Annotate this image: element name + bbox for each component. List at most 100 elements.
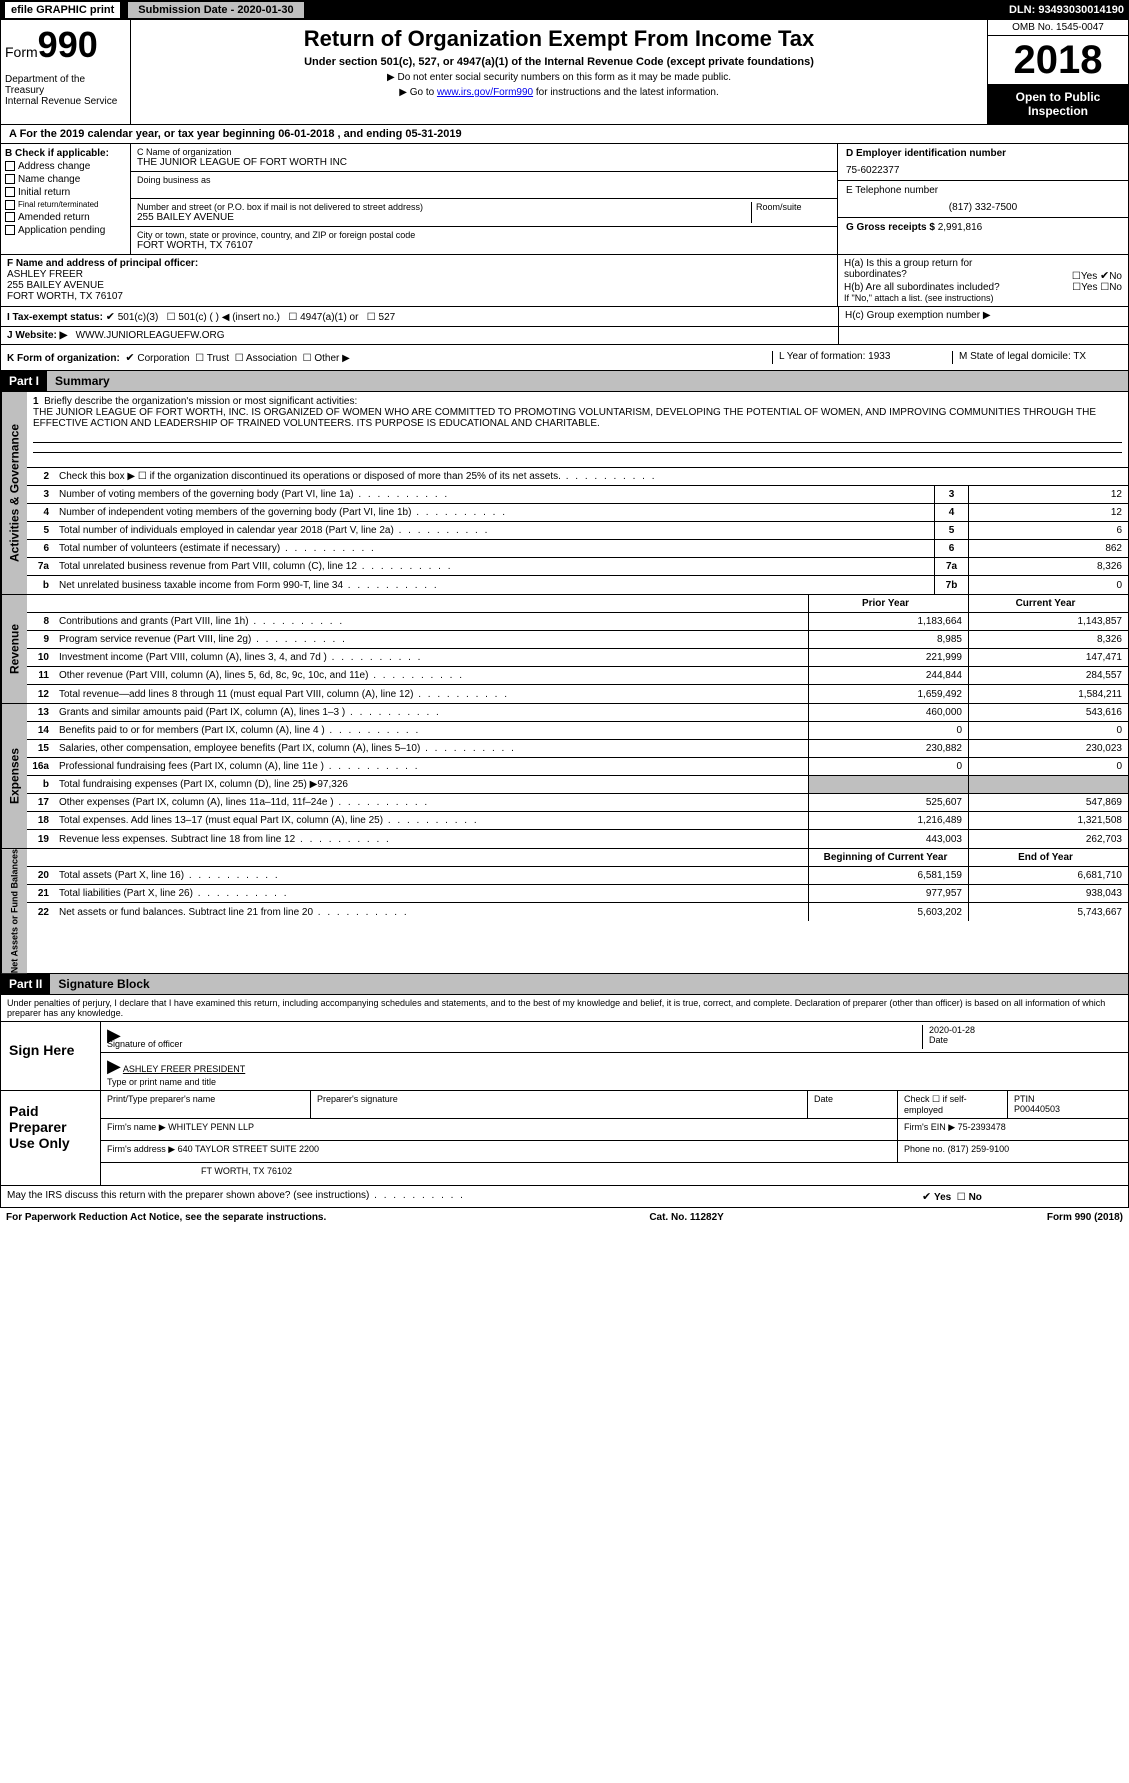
data-line: 14Benefits paid to or for members (Part … <box>27 722 1128 740</box>
state-domicile: M State of legal domicile: TX <box>952 351 1122 364</box>
box-b-label: B Check if applicable: <box>5 148 126 159</box>
year-formation: L Year of formation: 1933 <box>772 351 952 364</box>
part2-header: Part II Signature Block <box>0 974 1129 995</box>
sig-officer-line: ▶ Signature of officer 2020-01-28 Date <box>101 1022 1128 1053</box>
gov-line: 6Total number of volunteers (estimate if… <box>27 540 1128 558</box>
box-b: B Check if applicable: Address change Na… <box>1 144 131 254</box>
row-j: J Website: ▶ WWW.JUNIORLEAGUEFW.ORG <box>0 327 1129 345</box>
mission-label: Briefly describe the organization's miss… <box>44 396 357 407</box>
sig-name-label: Type or print name and title <box>107 1077 216 1087</box>
form-header: Form990 Department of the Treasury Inter… <box>0 20 1129 125</box>
submission-date: Submission Date - 2020-01-30 <box>128 2 303 18</box>
prep-name-hdr: Print/Type preparer's name <box>101 1091 311 1118</box>
form-org-type: K Form of organization: Corporation ☐ Tr… <box>7 351 772 364</box>
box-g: G Gross receipts $ 2,991,816 <box>838 218 1128 237</box>
firm-addr2: FT WORTH, TX 76102 <box>101 1163 1128 1185</box>
chk-address-change: Address change <box>5 161 126 172</box>
box-c: C Name of organization THE JUNIOR LEAGUE… <box>131 144 838 254</box>
data-line: 16aProfessional fundraising fees (Part I… <box>27 758 1128 776</box>
sig-officer-label: Signature of officer <box>107 1039 922 1049</box>
box-f: F Name and address of principal officer:… <box>1 255 838 306</box>
box-e: E Telephone number (817) 332-7500 <box>838 181 1128 218</box>
header-center: Return of Organization Exempt From Incom… <box>131 20 988 124</box>
gov-line: bNet unrelated business taxable income f… <box>27 576 1128 594</box>
data-line: 17Other expenses (Part IX, column (A), l… <box>27 794 1128 812</box>
gov-line: 5Total number of individuals employed in… <box>27 522 1128 540</box>
hb-note: If "No," attach a list. (see instruction… <box>844 293 1122 303</box>
tax-exempt-status: I Tax-exempt status: 501(c)(3) ☐ 501(c) … <box>1 307 838 326</box>
mission-block: 1 Briefly describe the organization's mi… <box>27 392 1128 468</box>
form-number: Form990 <box>5 24 126 66</box>
org-name-row: C Name of organization THE JUNIOR LEAGUE… <box>131 144 837 172</box>
ein-label: D Employer identification number <box>846 148 1120 159</box>
city-row: City or town, state or province, country… <box>131 227 837 254</box>
paid-label: Paid Preparer Use Only <box>1 1091 101 1185</box>
chk-yes <box>922 1192 931 1203</box>
officer-addr1: 255 BAILEY AVENUE <box>7 280 831 291</box>
website-value: WWW.JUNIORLEAGUEFW.ORG <box>76 330 225 341</box>
phone-value: (817) 332-7500 <box>846 202 1120 213</box>
data-line: 10Investment income (Part VIII, column (… <box>27 649 1128 667</box>
net-header-row: Beginning of Current Year End of Year <box>27 849 1128 867</box>
right-column: D Employer identification number 75-6022… <box>838 144 1128 254</box>
hc-row: H(c) Group exemption number ▶ <box>838 307 1128 326</box>
footer-mid: Cat. No. 11282Y <box>649 1212 723 1223</box>
governance-section: Activities & Governance 1 Briefly descri… <box>0 392 1129 595</box>
netassets-section: Net Assets or Fund Balances Beginning of… <box>0 849 1129 974</box>
website-label: J Website: ▶ <box>7 330 67 341</box>
addr-row: Number and street (or P.O. box if mail i… <box>131 199 837 227</box>
ha-yesno: ☐Yes No <box>1072 269 1122 282</box>
ein-value: 75-6022377 <box>846 165 1120 176</box>
gov-line: 3Number of voting members of the governi… <box>27 486 1128 504</box>
prep-sig-hdr: Preparer's signature <box>311 1091 808 1118</box>
k-label: K Form of organization: <box>7 353 120 364</box>
gov-line: 4Number of independent voting members of… <box>27 504 1128 522</box>
row-i: I Tax-exempt status: 501(c)(3) ☐ 501(c) … <box>0 307 1129 327</box>
firm-phone: (817) 259-9100 <box>948 1144 1010 1154</box>
chk-501c3 <box>106 312 115 323</box>
sig-name-line: ▶ ASHLEY FREER PRESIDENT Type or print n… <box>101 1053 1128 1090</box>
firm-ein: 75-2393478 <box>958 1122 1006 1132</box>
col-header-row: Prior Year Current Year <box>27 595 1128 613</box>
part2-num: Part II <box>1 974 50 994</box>
ptin-cell: PTINP00440503 <box>1008 1091 1128 1118</box>
footer-left: For Paperwork Reduction Act Notice, see … <box>6 1212 326 1223</box>
efile-badge: efile GRAPHIC print <box>5 2 120 18</box>
note-post: for instructions and the latest informat… <box>533 87 719 98</box>
firm-addr2-line: FT WORTH, TX 76102 <box>101 1163 1128 1185</box>
header-info-grid: B Check if applicable: Address change Na… <box>0 144 1129 255</box>
box-d: D Employer identification number 75-6022… <box>838 144 1128 181</box>
gross-label: G Gross receipts $ <box>846 222 935 233</box>
city-label: City or town, state or province, country… <box>137 230 831 240</box>
phone-label2: Phone no. <box>904 1144 945 1154</box>
prior-year-hdr: Prior Year <box>808 595 968 612</box>
hb-yesno: ☐Yes ☐No <box>1072 282 1122 293</box>
open-public: Open to Public Inspection <box>988 84 1128 124</box>
irs-link[interactable]: www.irs.gov/Form990 <box>437 87 533 98</box>
phone-label: E Telephone number <box>846 185 1120 196</box>
firm-label: Firm's name ▶ <box>107 1122 166 1132</box>
footer-right: Form 990 (2018) <box>1047 1212 1123 1223</box>
note-link: ▶ Go to www.irs.gov/Form990 for instruct… <box>137 87 981 98</box>
irs-discuss-row: May the IRS discuss this return with the… <box>0 1186 1129 1208</box>
ha-row: H(a) Is this a group return for <box>844 258 1122 269</box>
prep-check-hdr: Check ☐ if self-employed <box>898 1091 1008 1118</box>
ptin-value: P00440503 <box>1014 1104 1060 1114</box>
tax-year: 2018 <box>988 36 1128 84</box>
calendar-year-row: A For the 2019 calendar year, or tax yea… <box>0 125 1129 144</box>
firm-name: WHITLEY PENN LLP <box>168 1122 254 1132</box>
firm-ein-label: Firm's EIN ▶ <box>904 1122 955 1132</box>
expenses-section: Expenses 13Grants and similar amounts pa… <box>0 704 1129 849</box>
data-line: 8Contributions and grants (Part VIII, li… <box>27 613 1128 631</box>
revenue-section: Revenue Prior Year Current Year 8Contrib… <box>0 595 1129 704</box>
chk-name-change: Name change <box>5 174 126 185</box>
gov-line: 2Check this box ▶ ☐ if the organization … <box>27 468 1128 486</box>
box-h: H(a) Is this a group return for subordin… <box>838 255 1128 306</box>
sig-declaration: Under penalties of perjury, I declare th… <box>1 995 1128 1021</box>
chk-corp <box>125 353 134 364</box>
end-year-hdr: End of Year <box>968 849 1128 866</box>
hb-row: H(b) Are all subordinates included? ☐Yes… <box>844 282 1122 293</box>
sig-name: ASHLEY FREER PRESIDENT <box>123 1064 245 1074</box>
signature-block: Under penalties of perjury, I declare th… <box>0 995 1129 1186</box>
firm-name-line: Firm's name ▶ WHITLEY PENN LLP Firm's EI… <box>101 1119 1128 1141</box>
